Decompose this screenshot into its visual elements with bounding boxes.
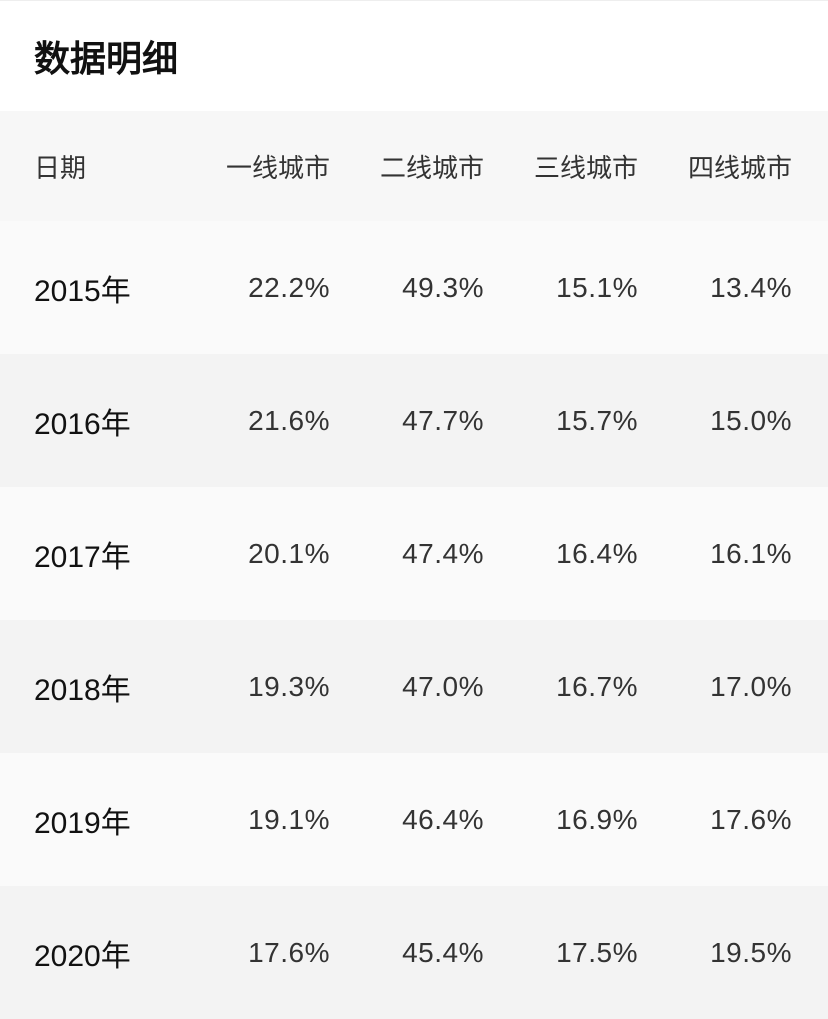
header-tier3: 三线城市	[533, 152, 638, 183]
row-tier1-value: 21.6%	[248, 404, 330, 436]
row-tier2-value: 46.4%	[402, 803, 484, 835]
row-tier4-value: 17.0%	[710, 670, 792, 702]
row-tier3-value: 17.5%	[556, 936, 638, 968]
row-tier1-value: 20.1%	[248, 537, 330, 569]
row-tier4-value: 13.4%	[710, 271, 792, 303]
row-date: 2017年	[34, 540, 131, 574]
row-date: 2016年	[34, 407, 131, 441]
row-tier3-value: 16.7%	[556, 670, 638, 702]
header-tier4: 四线城市	[687, 152, 792, 183]
header-tier2: 二线城市	[379, 152, 484, 183]
row-tier4-value: 17.6%	[710, 803, 792, 835]
table-row: 2015年 22.2% 49.3% 15.1% 13.4%	[0, 221, 828, 354]
table-row: 2020年 17.6% 45.4% 17.5% 19.5%	[0, 886, 828, 1019]
row-tier3-value: 16.9%	[556, 803, 638, 835]
table-row: 2017年 20.1% 47.4% 16.4% 16.1%	[0, 487, 828, 620]
row-date: 2018年	[34, 673, 131, 707]
row-tier2-value: 45.4%	[402, 936, 484, 968]
row-tier3-value: 15.7%	[556, 404, 638, 436]
row-tier1-value: 19.1%	[248, 803, 330, 835]
row-tier2-value: 47.7%	[402, 404, 484, 436]
row-tier3-value: 15.1%	[556, 271, 638, 303]
row-tier2-value: 47.4%	[402, 537, 484, 569]
row-date: 2015年	[34, 274, 131, 308]
header-tier1: 一线城市	[225, 152, 330, 183]
page-title: 数据明细	[34, 38, 179, 79]
header-date: 日期	[34, 152, 87, 183]
table-row: 2016年 21.6% 47.7% 15.7% 15.0%	[0, 354, 828, 487]
row-tier3-value: 16.4%	[556, 537, 638, 569]
row-tier2-value: 47.0%	[402, 670, 484, 702]
row-tier1-value: 22.2%	[248, 271, 330, 303]
row-tier4-value: 19.5%	[710, 936, 792, 968]
row-tier1-value: 19.3%	[248, 670, 330, 702]
top-divider	[0, 0, 828, 1]
table-row: 2018年 19.3% 47.0% 16.7% 17.0%	[0, 620, 828, 753]
row-tier4-value: 16.1%	[710, 537, 792, 569]
row-tier1-value: 17.6%	[248, 936, 330, 968]
row-tier2-value: 49.3%	[402, 271, 484, 303]
row-date: 2020年	[34, 939, 131, 973]
row-tier4-value: 15.0%	[710, 404, 792, 436]
table-header: 日期 一线城市 二线城市 三线城市 四线城市	[0, 111, 828, 221]
table-row: 2019年 19.1% 46.4% 16.9% 17.6%	[0, 753, 828, 886]
row-date: 2019年	[34, 806, 131, 840]
